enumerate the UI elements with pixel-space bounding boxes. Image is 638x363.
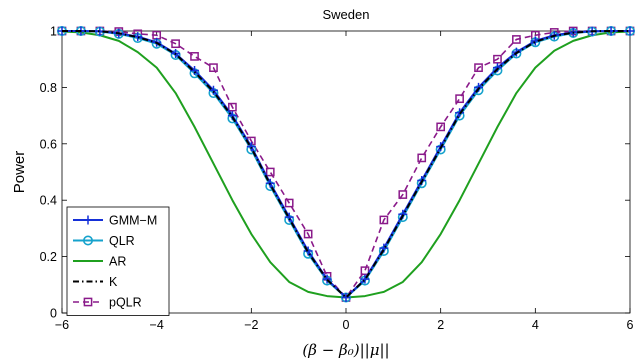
series-layer	[56, 25, 635, 303]
data-point	[246, 142, 256, 152]
series-k	[62, 30, 630, 299]
data-point	[171, 39, 180, 49]
data-point	[322, 274, 332, 284]
legend-entry: QLR	[73, 234, 135, 248]
chart-title: Sweden	[323, 7, 370, 22]
x-tick-label: −2	[244, 318, 258, 332]
y-tick-label: 0	[50, 307, 57, 321]
data-point	[341, 292, 351, 302]
x-tick-label: 0	[343, 318, 350, 332]
data-point	[417, 153, 427, 163]
y-tick-label: 0.6	[40, 137, 57, 151]
data-point	[228, 102, 237, 112]
data-point	[398, 190, 408, 199]
x-axis-label: (β − β₀)||μ||	[302, 341, 389, 359]
data-point	[360, 266, 370, 276]
data-point	[208, 85, 218, 95]
legend-marker	[83, 297, 93, 307]
legend-entry: AR	[73, 255, 126, 269]
y-tick-label: 1	[50, 25, 57, 39]
legend-label: AR	[109, 255, 126, 269]
y-tick-label: 0.8	[40, 81, 57, 95]
series-line	[62, 30, 630, 299]
legend-marker	[83, 215, 93, 225]
data-point	[474, 63, 483, 73]
data-point	[209, 63, 218, 73]
data-point	[190, 65, 200, 75]
y-tick-label: 0.4	[40, 194, 57, 208]
legend-marker	[83, 235, 94, 246]
legend-entry: GMM−M	[73, 214, 157, 228]
data-point	[190, 52, 199, 61]
legend-entry: K	[73, 275, 118, 289]
data-point	[492, 63, 502, 73]
x-tick-label: −6	[55, 318, 69, 332]
legend-entry: pQLR	[73, 296, 142, 310]
data-point	[379, 215, 389, 225]
data-point	[284, 198, 294, 208]
legend-label: K	[109, 275, 118, 289]
legend-label: QLR	[109, 234, 135, 248]
data-point	[436, 122, 446, 132]
x-tick-label: 2	[437, 318, 444, 332]
legend-label: pQLR	[109, 296, 142, 310]
axes: −6 −4 −2 0 2 4 6 0 0.2 0.4 0.6 0.8 1	[40, 25, 634, 333]
data-point	[360, 274, 370, 284]
x-tick-label: 4	[532, 318, 539, 332]
x-tick-label: −4	[150, 318, 164, 332]
data-point	[455, 94, 464, 104]
data-point	[512, 35, 521, 44]
series-line	[62, 30, 630, 299]
y-axis-label: Power	[11, 151, 28, 194]
y-tick-label: 0.2	[40, 250, 57, 264]
legend-label: GMM−M	[109, 214, 157, 228]
data-point	[265, 167, 275, 177]
data-point	[493, 54, 502, 64]
data-point	[303, 229, 313, 239]
x-tick-label: 6	[627, 318, 634, 332]
